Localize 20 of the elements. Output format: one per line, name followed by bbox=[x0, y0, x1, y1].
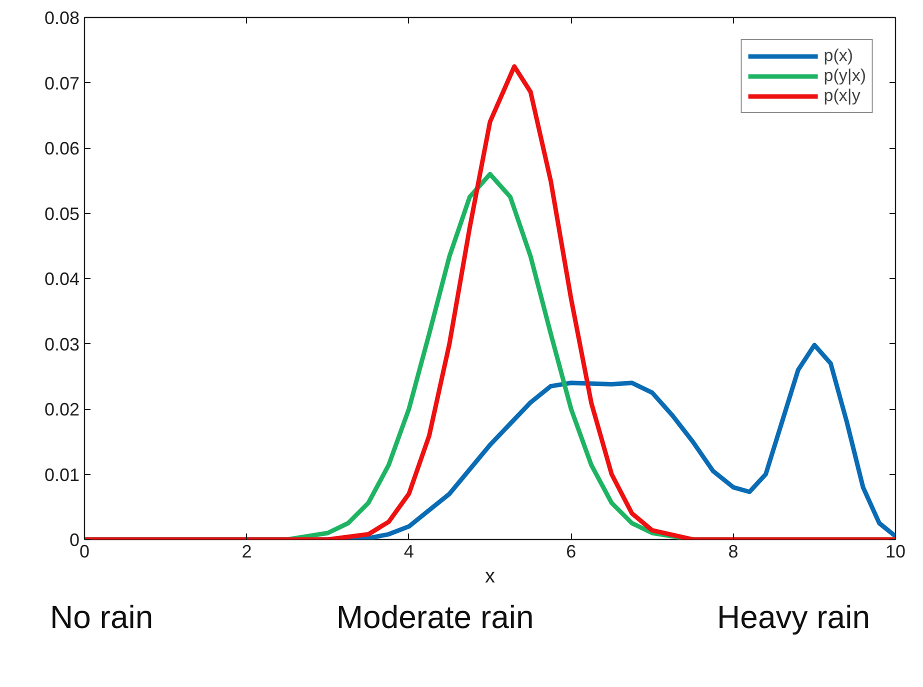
y-tick-label: 0.02 bbox=[44, 400, 80, 420]
y-tick-label: 0.01 bbox=[44, 464, 80, 485]
legend-label: p(x|y bbox=[824, 86, 860, 106]
y-tick-label: 0.05 bbox=[44, 204, 80, 224]
y-tick-label: 0.03 bbox=[44, 334, 80, 354]
legend-label: p(y|x) bbox=[824, 66, 866, 86]
y-tick-label: 0.06 bbox=[44, 138, 80, 158]
x-axis-title: x bbox=[485, 566, 495, 588]
y-tick-label: 0.07 bbox=[44, 73, 80, 94]
text: Heavy rain bbox=[717, 598, 870, 637]
x-tick-label: 2 bbox=[242, 542, 252, 562]
legend-label: p(x) bbox=[824, 46, 854, 66]
x-tick-label: 4 bbox=[404, 542, 414, 562]
x-tick-label: 10 bbox=[885, 542, 906, 562]
y-tick-label: 0.08 bbox=[44, 8, 80, 28]
y-tick-label: 0.04 bbox=[44, 269, 80, 289]
text: No rain bbox=[50, 598, 154, 637]
text: Moderate rain bbox=[336, 598, 534, 637]
x-tick-label: 8 bbox=[728, 542, 738, 562]
x-tick-label: 6 bbox=[566, 542, 576, 562]
